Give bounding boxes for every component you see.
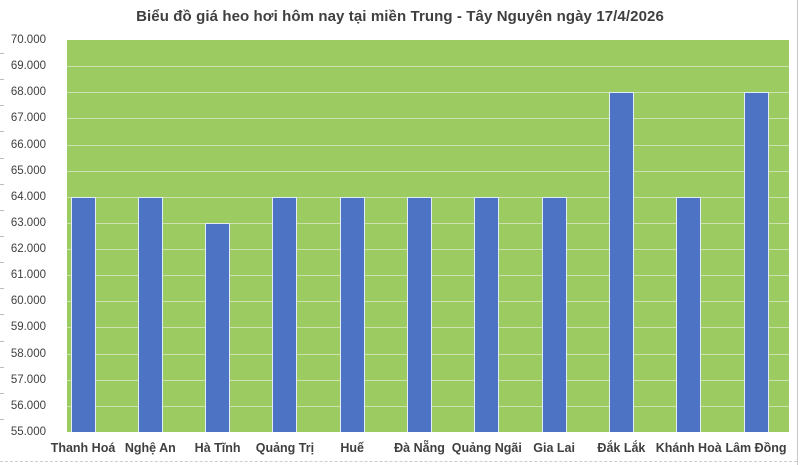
x-category-label: Lâm Đồng (725, 441, 787, 455)
y-minor-tick (0, 105, 4, 107)
y-tick-label: 60.000 (10, 295, 46, 308)
x-category-label: Quảng Ngãi (451, 441, 522, 455)
y-tick-label: 56.000 (10, 399, 46, 412)
x-category-label: Khánh Hoà (655, 441, 722, 455)
bar-3 (272, 196, 298, 432)
y-tick-label: 57.000 (10, 373, 46, 386)
bar-9 (676, 196, 702, 432)
y-tick-label: 55.000 (10, 426, 46, 438)
y-tick-label: 58.000 (10, 347, 46, 360)
y-tick-label: 66.000 (10, 138, 46, 151)
y-minor-tick (0, 366, 4, 368)
bar-10 (743, 92, 769, 432)
horizontal-gridline (67, 144, 789, 146)
x-category-label: Nghệ An (124, 441, 176, 455)
y-tick-label: 61.000 (10, 269, 46, 282)
y-tick-label: 65.000 (10, 164, 46, 177)
x-category-label: Hà Tĩnh (194, 441, 241, 455)
y-tick-label: 63.000 (10, 216, 46, 229)
y-minor-tick (0, 288, 4, 290)
x-category-label: Đắk Lắk (597, 441, 646, 455)
chart-frame-right-border (797, 0, 798, 465)
bar-5 (407, 196, 432, 432)
chart-frame-bottom-border (0, 461, 797, 462)
y-minor-tick (0, 157, 4, 159)
y-minor-tick (0, 418, 4, 420)
bar-6 (474, 196, 500, 432)
y-minor-tick (0, 236, 4, 237)
bar-8 (608, 92, 634, 432)
y-minor-tick (0, 314, 4, 316)
y-tick-label: 70.000 (10, 34, 46, 46)
y-tick-label: 69.000 (10, 60, 46, 73)
bar-1 (137, 196, 163, 432)
y-minor-tick (0, 340, 4, 342)
y-minor-tick (0, 79, 4, 81)
y-tick-label: 67.000 (10, 112, 46, 125)
bar-4 (339, 196, 365, 432)
chart-title: Biểu đồ giá heo hơi hôm nay tại miền Tru… (136, 8, 664, 25)
horizontal-gridline (67, 66, 789, 68)
horizontal-gridline (67, 118, 789, 120)
y-minor-tick (0, 262, 4, 264)
x-category-label: Đà Nẵng (394, 441, 445, 455)
y-tick-label: 59.000 (10, 321, 46, 334)
y-minor-tick (0, 183, 4, 185)
bar-7 (541, 196, 567, 432)
x-category-label: Quảng Trị (255, 441, 315, 455)
y-tick-label: 68.000 (10, 86, 46, 99)
y-minor-tick (0, 53, 4, 55)
horizontal-gridline (67, 170, 789, 172)
y-tick-label: 64.000 (10, 190, 46, 203)
x-category-label: Thanh Hoá (50, 441, 116, 455)
y-minor-tick (0, 392, 4, 394)
y-minor-tick (0, 209, 4, 211)
x-category-label: Huế (340, 441, 364, 455)
x-category-label: Gia Lai (533, 441, 575, 455)
bar-0 (70, 196, 96, 432)
horizontal-gridline (67, 92, 789, 94)
y-minor-tick (0, 131, 4, 133)
y-tick-label: 62.000 (10, 243, 46, 256)
bar-2 (205, 222, 231, 432)
plot-area (67, 40, 789, 432)
